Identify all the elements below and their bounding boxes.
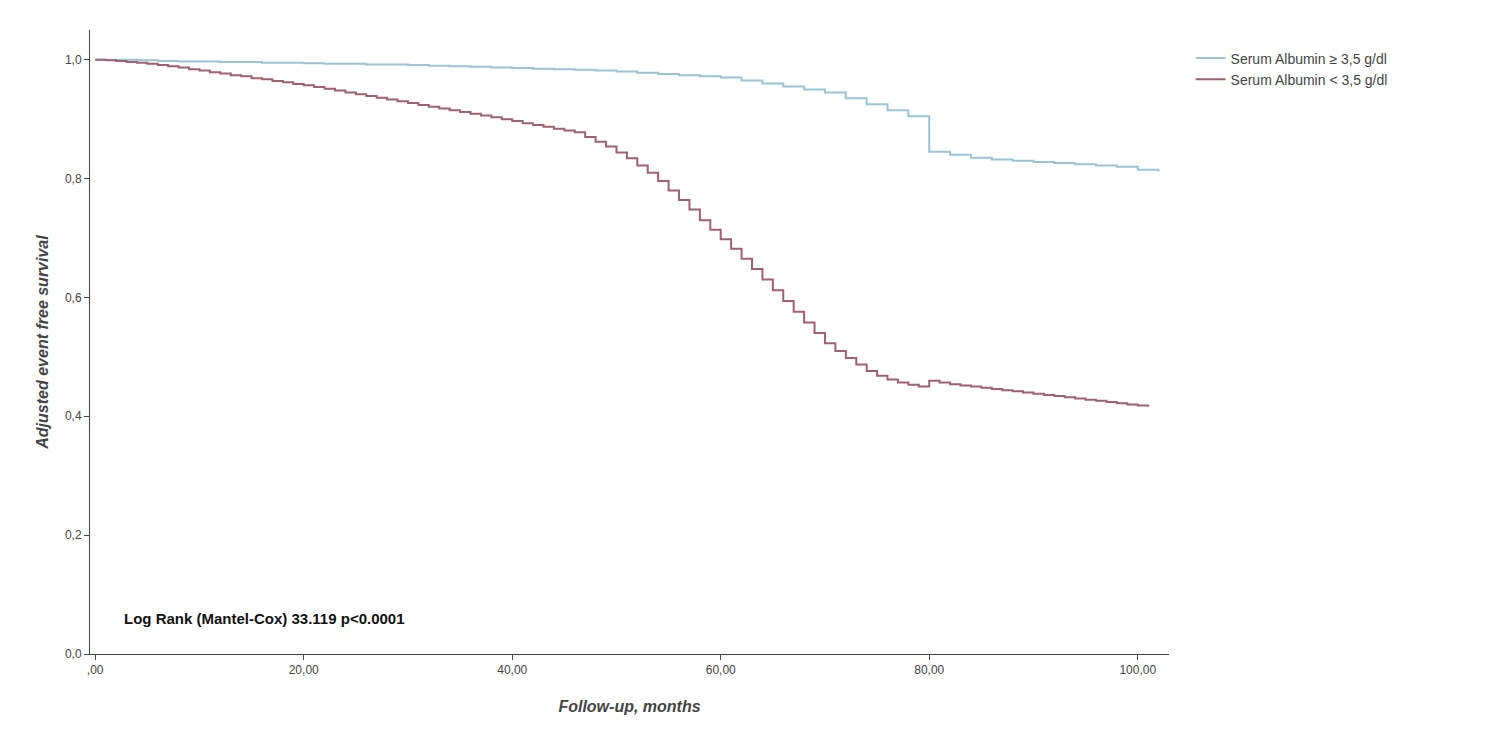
svg-text:20,00: 20,00 [289,663,319,677]
svg-text:100,00: 100,00 [1119,663,1156,677]
svg-text:Log Rank (Mantel-Cox) 33.119 p: Log Rank (Mantel-Cox) 33.119 p<0.0001 [124,610,405,627]
svg-text:Follow-up, months: Follow-up, months [558,698,700,715]
svg-text:0,8: 0,8 [65,172,82,186]
svg-text:60,00: 60,00 [706,663,736,677]
svg-text:0,2: 0,2 [65,528,82,542]
svg-text:0,4: 0,4 [65,409,82,423]
svg-text:Serum Albumin ≥ 3,5 g/dl: Serum Albumin ≥ 3,5 g/dl [1231,51,1387,67]
svg-text:0,6: 0,6 [65,291,82,305]
svg-text:,00: ,00 [87,663,104,677]
svg-text:0,0: 0,0 [65,647,82,661]
svg-text:1,0: 1,0 [65,53,82,67]
svg-text:Serum Albumin < 3,5 g/dl: Serum Albumin < 3,5 g/dl [1231,72,1388,88]
svg-text:40,00: 40,00 [497,663,527,677]
svg-text:Adjusted event free survival: Adjusted event free survival [34,235,51,450]
svg-text:80,00: 80,00 [914,663,944,677]
